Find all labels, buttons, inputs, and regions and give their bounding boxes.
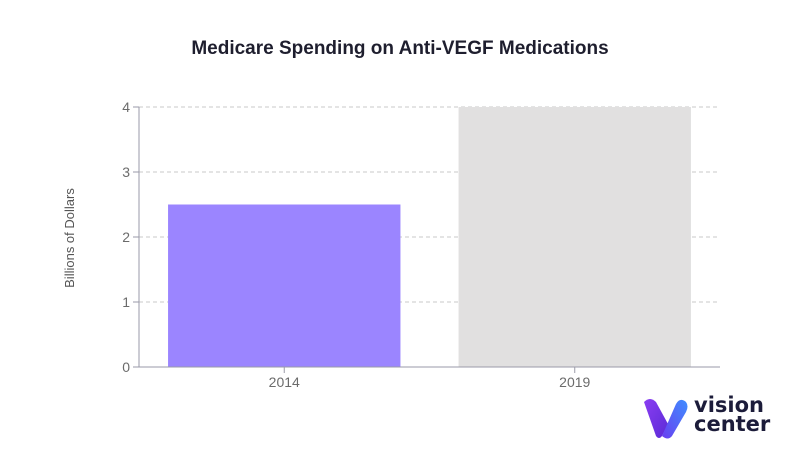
- vision-center-logo: vision center: [640, 394, 790, 444]
- logo-line-2: center: [694, 412, 771, 436]
- logo-mark-icon: [644, 399, 688, 439]
- bar-2014: [168, 204, 401, 367]
- y-tick-label: 1: [122, 294, 130, 310]
- y-tick-label: 3: [122, 164, 130, 180]
- x-tick-label: 2014: [269, 374, 300, 390]
- chart-title: Medicare Spending on Anti-VEGF Medicatio…: [191, 38, 609, 59]
- x-tick-label: 2019: [559, 374, 590, 390]
- bars: [168, 107, 691, 367]
- logo-wordmark: vision center: [694, 393, 771, 436]
- bar-2019: [458, 107, 691, 367]
- axes: 0 1 2 3 4 2014 2019: [122, 99, 720, 390]
- logo-line-1: vision: [694, 393, 764, 417]
- y-axis-title: Billions of Dollars: [62, 188, 77, 288]
- y-tick-label: 4: [122, 99, 130, 115]
- y-tick-label: 0: [122, 359, 130, 375]
- y-tick-label: 2: [122, 229, 130, 245]
